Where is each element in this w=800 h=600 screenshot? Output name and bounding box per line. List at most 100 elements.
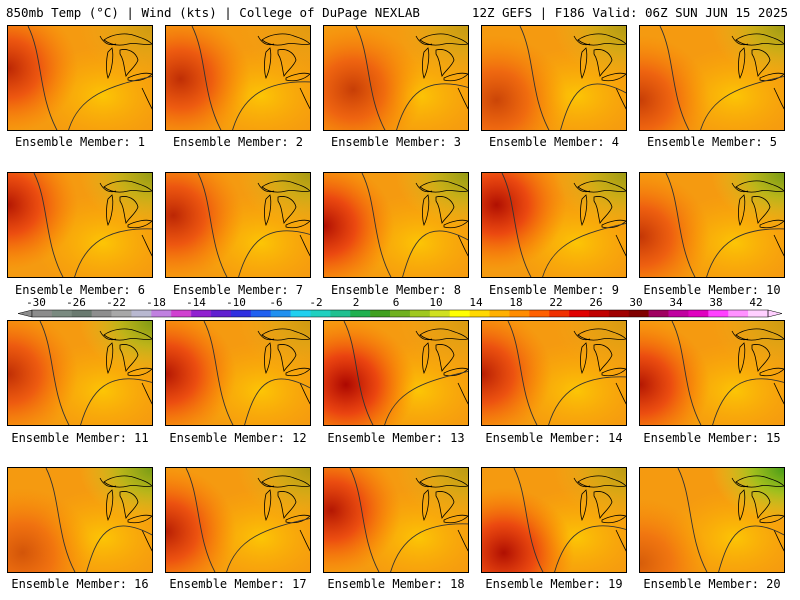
temperature-colorbar	[17, 309, 783, 318]
colorbar-tick-label: 42	[749, 296, 763, 309]
ensemble-member-panel	[323, 467, 469, 573]
temperature-map	[482, 173, 626, 277]
ensemble-member-label: Ensemble Member: 4	[488, 135, 620, 149]
colorbar-swatch	[310, 310, 331, 317]
ensemble-member-panel	[481, 172, 627, 278]
colorbar-max-arrow	[767, 309, 783, 318]
temperature-map	[482, 321, 626, 425]
ensemble-member-label: Ensemble Member: 8	[330, 283, 462, 297]
colorbar-tick-label: 14	[469, 296, 483, 309]
colorbar-swatch	[588, 310, 610, 317]
colorbar-swatch	[628, 310, 649, 317]
ensemble-member-panel	[7, 172, 153, 278]
colorbar-tick-label: -22	[106, 296, 126, 309]
temperature-map	[640, 173, 784, 277]
ensemble-member-label: Ensemble Member: 3	[330, 135, 462, 149]
colorbar-swatch	[409, 310, 431, 317]
colorbar-tick-label: -30	[26, 296, 46, 309]
colorbar-tick-label: 18	[509, 296, 523, 309]
temperature-map	[166, 321, 310, 425]
header-run-info: 12Z GEFS | F186 Valid: 06Z SUN JUN 15 20…	[471, 5, 788, 20]
ensemble-member-label: Ensemble Member: 6	[14, 283, 146, 297]
ensemble-member-panel	[639, 172, 785, 278]
colorbar-swatch	[489, 310, 510, 317]
temperature-map	[640, 321, 784, 425]
colorbar-swatch	[509, 310, 530, 317]
temperature-map	[640, 468, 784, 572]
ensemble-member-panel	[481, 25, 627, 131]
colorbar-tick-label: 30	[629, 296, 643, 309]
colorbar-swatch	[549, 310, 570, 317]
colorbar-swatch	[131, 310, 152, 317]
ensemble-member-panel	[165, 320, 311, 426]
colorbar-tick-label: 6	[392, 296, 400, 309]
ensemble-member-label: Ensemble Member: 18	[327, 577, 465, 591]
colorbar-swatch	[171, 310, 192, 317]
ensemble-member-label: Ensemble Member: 9	[488, 283, 620, 297]
ensemble-member-panel	[323, 320, 469, 426]
colorbar-swatch	[449, 310, 470, 317]
temperature-map	[482, 26, 626, 130]
ensemble-member-label: Ensemble Member: 5	[646, 135, 778, 149]
ensemble-member-panel	[7, 467, 153, 573]
colorbar-swatch	[648, 310, 669, 317]
colorbar-swatch	[429, 310, 451, 317]
ensemble-member-panel	[165, 25, 311, 131]
colorbar-tick-label: -2	[309, 296, 323, 309]
ensemble-member-panel	[639, 320, 785, 426]
colorbar-min-arrow	[17, 309, 33, 318]
colorbar-swatch	[330, 310, 351, 317]
colorbar-swatch	[211, 310, 232, 317]
temperature-map	[166, 173, 310, 277]
colorbar-swatch	[390, 310, 411, 317]
header-title: 850mb Temp (°C) | Wind (kts) | College o…	[6, 5, 420, 20]
ensemble-member-label: Ensemble Member: 10	[643, 283, 781, 297]
ensemble-member-label: Ensemble Member: 19	[485, 577, 623, 591]
temperature-map	[324, 321, 468, 425]
colorbar-swatch	[270, 310, 291, 317]
ensemble-member-label: Ensemble Member: 7	[172, 283, 304, 297]
colorbar-swatch	[529, 310, 550, 317]
temperature-map	[482, 468, 626, 572]
colorbar-swatch	[51, 310, 73, 317]
ensemble-member-label: Ensemble Member: 15	[643, 431, 781, 445]
ensemble-member-label: Ensemble Member: 1	[14, 135, 146, 149]
colorbar-tick-label: -14	[186, 296, 206, 309]
colorbar-swatch	[569, 310, 590, 317]
ensemble-member-label: Ensemble Member: 17	[169, 577, 307, 591]
ensemble-member-panel	[323, 172, 469, 278]
ensemble-member-panel	[7, 25, 153, 131]
colorbar-tick-label: 38	[709, 296, 723, 309]
colorbar-tick-label: -26	[66, 296, 86, 309]
ensemble-member-panel	[165, 172, 311, 278]
ensemble-member-label: Ensemble Member: 11	[11, 431, 149, 445]
temperature-map	[324, 26, 468, 130]
colorbar-swatch	[290, 310, 311, 317]
temperature-map	[166, 468, 310, 572]
colorbar-tick-label: 34	[669, 296, 683, 309]
colorbar-swatch	[370, 310, 391, 317]
ensemble-member-panel	[481, 320, 627, 426]
colorbar-swatch	[91, 310, 112, 317]
temperature-map	[8, 173, 152, 277]
temperature-map	[324, 468, 468, 572]
colorbar-tick-label: 26	[589, 296, 603, 309]
colorbar-swatch	[469, 310, 490, 317]
ensemble-member-label: Ensemble Member: 16	[11, 577, 149, 591]
colorbar-tick-label: 10	[429, 296, 443, 309]
colorbar-swatch	[151, 310, 172, 317]
temperature-map	[640, 26, 784, 130]
colorbar-swatch	[32, 310, 53, 317]
colorbar-swatch	[688, 310, 709, 317]
colorbar-swatch	[728, 310, 749, 317]
colorbar-swatch	[608, 310, 630, 317]
colorbar-swatch	[111, 310, 132, 317]
ensemble-member-panel	[323, 25, 469, 131]
colorbar-swatch	[250, 310, 271, 317]
temperature-map	[8, 468, 152, 572]
colorbar-tick-label: -10	[226, 296, 246, 309]
colorbar-swatch	[748, 310, 769, 317]
colorbar-tick-label: 22	[549, 296, 563, 309]
ensemble-member-panel	[7, 320, 153, 426]
ensemble-member-label: Ensemble Member: 13	[327, 431, 465, 445]
